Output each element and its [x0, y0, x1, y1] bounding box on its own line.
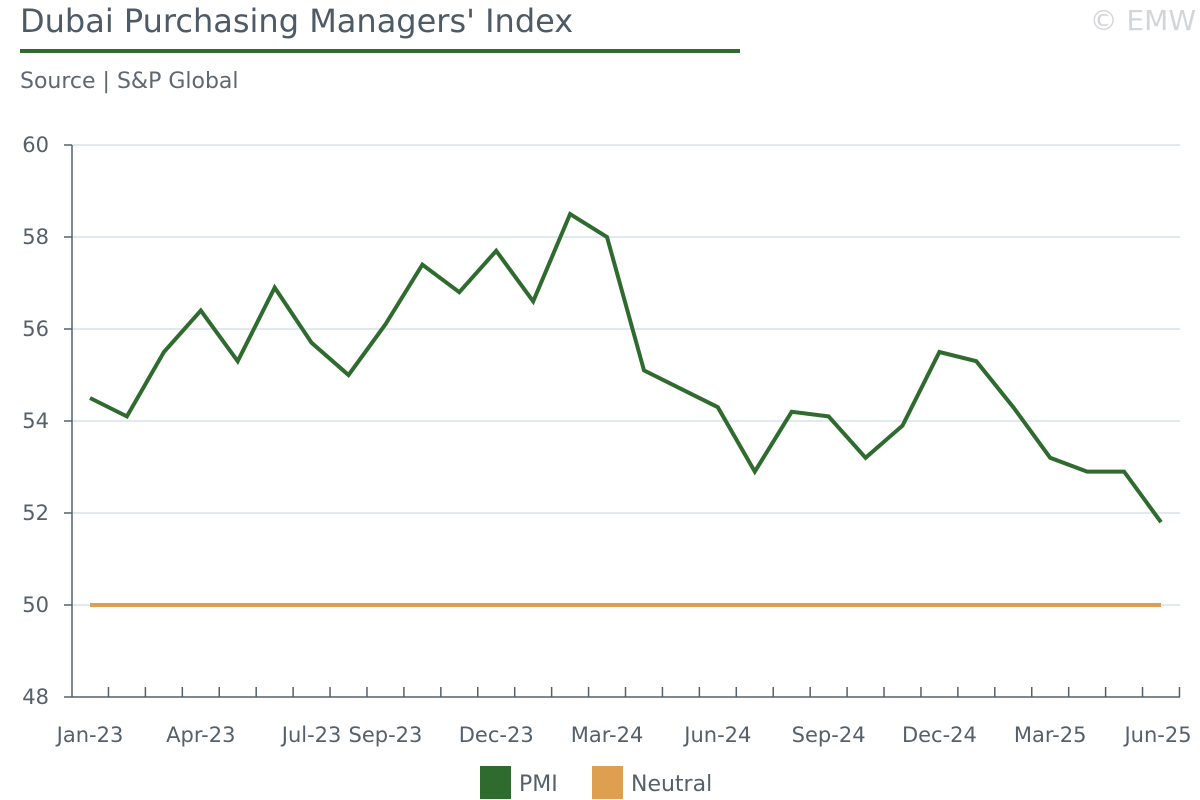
y-tick-label: 58 [22, 225, 49, 249]
data-point-neutral [236, 603, 240, 607]
data-point-neutral [1085, 603, 1089, 607]
data-point-pmi [1048, 456, 1052, 460]
data-point-neutral [383, 603, 387, 607]
data-point-pmi [605, 235, 609, 239]
data-point-pmi [864, 456, 868, 460]
data-point-neutral [1011, 603, 1015, 607]
y-tick-label: 54 [22, 409, 49, 433]
data-point-neutral [679, 603, 683, 607]
chart-title: Dubai Purchasing Managers' Index [20, 2, 574, 40]
data-point-neutral [642, 603, 646, 607]
data-point-pmi [162, 350, 166, 354]
data-point-pmi [827, 414, 831, 418]
x-tick-label: Sep-24 [792, 723, 866, 747]
data-point-pmi [974, 359, 978, 363]
data-point-pmi [273, 286, 277, 290]
data-point-pmi [383, 322, 387, 326]
series [88, 211, 1163, 607]
data-point-neutral [790, 603, 794, 607]
data-point-neutral [88, 603, 92, 607]
data-point-pmi [900, 424, 904, 428]
data-point-pmi [199, 309, 203, 313]
data-point-pmi [790, 410, 794, 414]
data-point-pmi [1159, 520, 1163, 524]
y-tick-label: 60 [22, 133, 49, 157]
data-point-neutral [531, 603, 535, 607]
data-point-pmi [568, 212, 572, 216]
legend-label-neutral: Neutral [631, 772, 712, 797]
data-point-neutral [605, 603, 609, 607]
data-point-pmi [347, 373, 351, 377]
data-point-pmi [310, 341, 314, 345]
data-point-neutral [1048, 603, 1052, 607]
data-point-pmi [1085, 470, 1089, 474]
tick-labels: 48 50 52 54 56 58 60 Jan-23 Apr-23 Jul-23 Sep-23 De… [22, 133, 1191, 747]
data-point-neutral [199, 603, 203, 607]
data-point-neutral [864, 603, 868, 607]
data-point-pmi [679, 387, 683, 391]
copyright-watermark: © EMW [1089, 4, 1196, 37]
x-tick-label: Dec-24 [902, 723, 977, 747]
series-line-pmi [89, 211, 1163, 524]
data-point-neutral [310, 603, 314, 607]
data-point-neutral [974, 603, 978, 607]
x-tick-label: Jun-24 [682, 723, 751, 747]
data-point-pmi [1122, 470, 1126, 474]
data-point-pmi [642, 368, 646, 372]
title-underline [20, 49, 740, 53]
x-tick-label: Jan-23 [55, 723, 124, 747]
data-point-neutral [494, 603, 498, 607]
x-tick-label: Jul-23 [280, 723, 342, 747]
legend-label-pmi: PMI [519, 772, 558, 797]
data-point-neutral [273, 603, 277, 607]
data-point-pmi [531, 299, 535, 303]
legend-swatch-neutral [592, 766, 623, 799]
y-tick-label: 50 [22, 593, 49, 617]
data-point-pmi [125, 414, 129, 418]
data-point-neutral [125, 603, 129, 607]
x-tick-label: Mar-25 [1014, 723, 1087, 747]
data-point-neutral [162, 603, 166, 607]
data-point-neutral [716, 603, 720, 607]
data-point-pmi [236, 359, 240, 363]
data-point-pmi [716, 405, 720, 409]
data-point-neutral [753, 603, 757, 607]
x-tick-label: Jun-25 [1122, 723, 1191, 747]
data-point-neutral [420, 603, 424, 607]
gridlines [72, 144, 1180, 606]
legend-swatch-pmi [480, 766, 511, 799]
x-tick-label: Dec-23 [459, 723, 534, 747]
data-point-neutral [1122, 603, 1126, 607]
data-point-pmi [937, 350, 941, 354]
data-point-pmi [753, 470, 757, 474]
data-point-neutral [827, 603, 831, 607]
data-point-pmi [1011, 405, 1015, 409]
chart-subtitle: Source | S&P Global [20, 69, 239, 94]
data-point-neutral [1159, 603, 1163, 607]
data-point-pmi [494, 249, 498, 253]
data-point-pmi [88, 396, 92, 400]
data-point-neutral [937, 603, 941, 607]
data-point-neutral [900, 603, 904, 607]
x-tick-label: Sep-23 [349, 723, 423, 747]
data-point-neutral [457, 603, 461, 607]
data-point-pmi [420, 263, 424, 267]
y-tick-label: 48 [22, 685, 49, 709]
data-point-neutral [347, 603, 351, 607]
y-tick-label: 52 [22, 501, 49, 525]
legend: PMI Neutral [480, 766, 712, 799]
x-tick-label: Apr-23 [166, 723, 235, 747]
x-tick-label: Mar-24 [571, 723, 644, 747]
data-point-pmi [457, 290, 461, 294]
y-tick-label: 56 [22, 317, 49, 341]
axes [64, 144, 1181, 698]
data-point-neutral [568, 603, 572, 607]
